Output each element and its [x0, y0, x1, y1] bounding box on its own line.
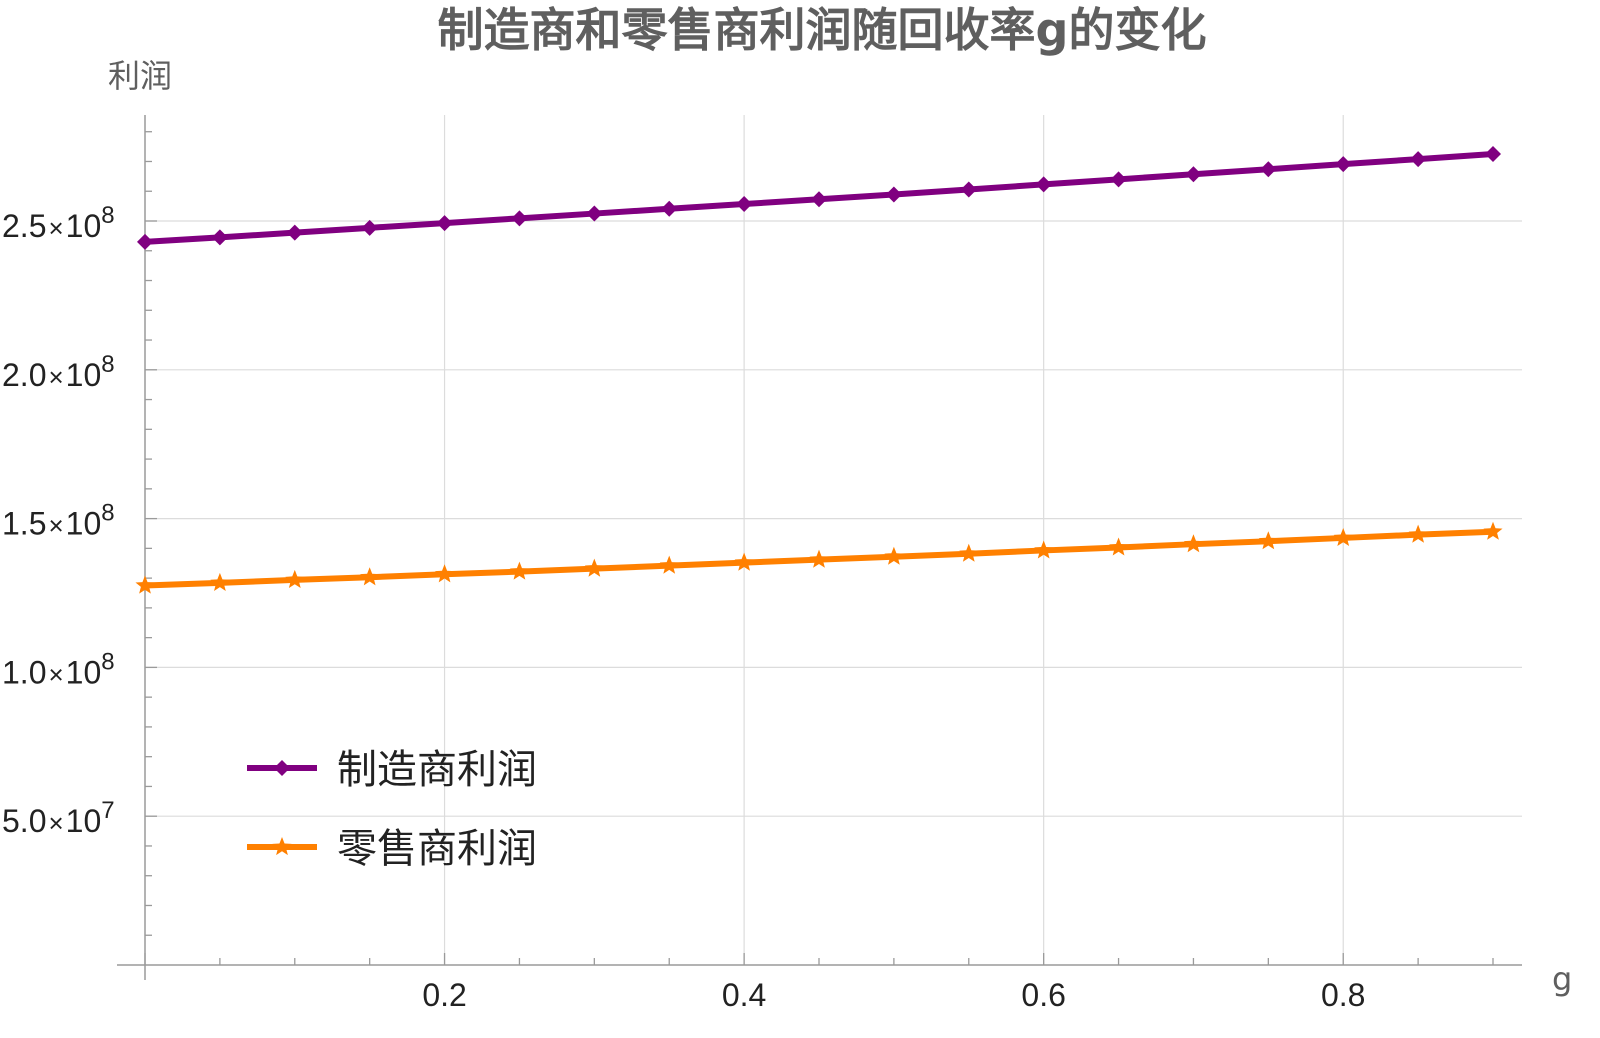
grid — [145, 115, 1522, 965]
x-axis-label: g — [1552, 960, 1572, 998]
data-point-retailer — [435, 564, 455, 583]
data-point-manufacturer — [1335, 156, 1352, 173]
data-point-manufacturer — [1110, 171, 1127, 188]
data-point-retailer — [884, 546, 904, 565]
data-point-retailer — [1183, 534, 1203, 553]
data-point-manufacturer — [361, 219, 378, 236]
data-point-retailer — [1408, 524, 1428, 543]
y-tick-label: 1.5×108 — [2, 500, 115, 542]
x-tick-label: 0.8 — [1321, 977, 1365, 1013]
data-point-retailer — [1258, 531, 1278, 550]
legend-marker-retailer — [272, 837, 292, 856]
legend-marker-manufacturer — [274, 760, 290, 776]
data-point-retailer — [734, 552, 754, 571]
data-point-retailer — [584, 558, 604, 577]
y-tick-label: 2.0×108 — [2, 351, 115, 393]
y-tick-label: 5.0×107 — [2, 797, 115, 839]
data-point-manufacturer — [436, 215, 453, 232]
legend-label-retailer: 零售商利润 — [337, 826, 537, 872]
data-point-manufacturer — [511, 210, 528, 227]
axes — [117, 115, 1522, 980]
ticks: 0.2 0.4 0.6 0.8 5.0×107 1.0×108 1.5×108 2.0×108… — [2, 131, 1494, 1013]
data-point-retailer — [959, 543, 979, 562]
legend-label-manufacturer: 制造商利润 — [337, 747, 537, 793]
data-point-retailer — [285, 569, 305, 588]
data-point-manufacturer — [211, 229, 228, 246]
data-point-manufacturer — [1185, 166, 1202, 183]
data-point-retailer — [135, 575, 155, 594]
data-point-manufacturer — [1485, 146, 1501, 163]
chart-title: 制造商和零售商利润随回收率g的变化 — [438, 3, 1207, 57]
y-tick-label: 1.0×108 — [2, 648, 115, 690]
data-point-manufacturer — [586, 205, 603, 222]
data-point-retailer — [509, 561, 529, 580]
data-point-retailer — [1483, 521, 1503, 540]
x-tick-label: 0.6 — [1021, 977, 1065, 1013]
data-point-manufacturer — [1410, 151, 1427, 168]
x-tick-label: 0.2 — [422, 977, 466, 1013]
x-tick-label: 0.4 — [722, 977, 766, 1013]
data-point-retailer — [360, 567, 380, 586]
data-point-manufacturer — [661, 200, 678, 217]
y-tick-label: 2.5×108 — [2, 202, 115, 244]
data-point-manufacturer — [137, 233, 153, 250]
y-axis-label: 利润 — [108, 57, 172, 95]
data-point-retailer — [210, 572, 230, 591]
data-point-retailer — [1333, 527, 1353, 547]
data-point-retailer — [1109, 537, 1129, 556]
data-point-manufacturer — [286, 224, 303, 241]
data-point-manufacturer — [960, 181, 977, 198]
data-point-manufacturer — [1035, 176, 1052, 193]
data-point-retailer — [659, 555, 679, 574]
data-point-retailer — [809, 549, 829, 568]
data-point-manufacturer — [1260, 161, 1277, 178]
series-group — [135, 146, 1503, 594]
data-point-manufacturer — [811, 191, 827, 208]
data-point-retailer — [1034, 540, 1054, 559]
data-point-manufacturer — [885, 186, 902, 203]
data-point-manufacturer — [736, 196, 753, 213]
